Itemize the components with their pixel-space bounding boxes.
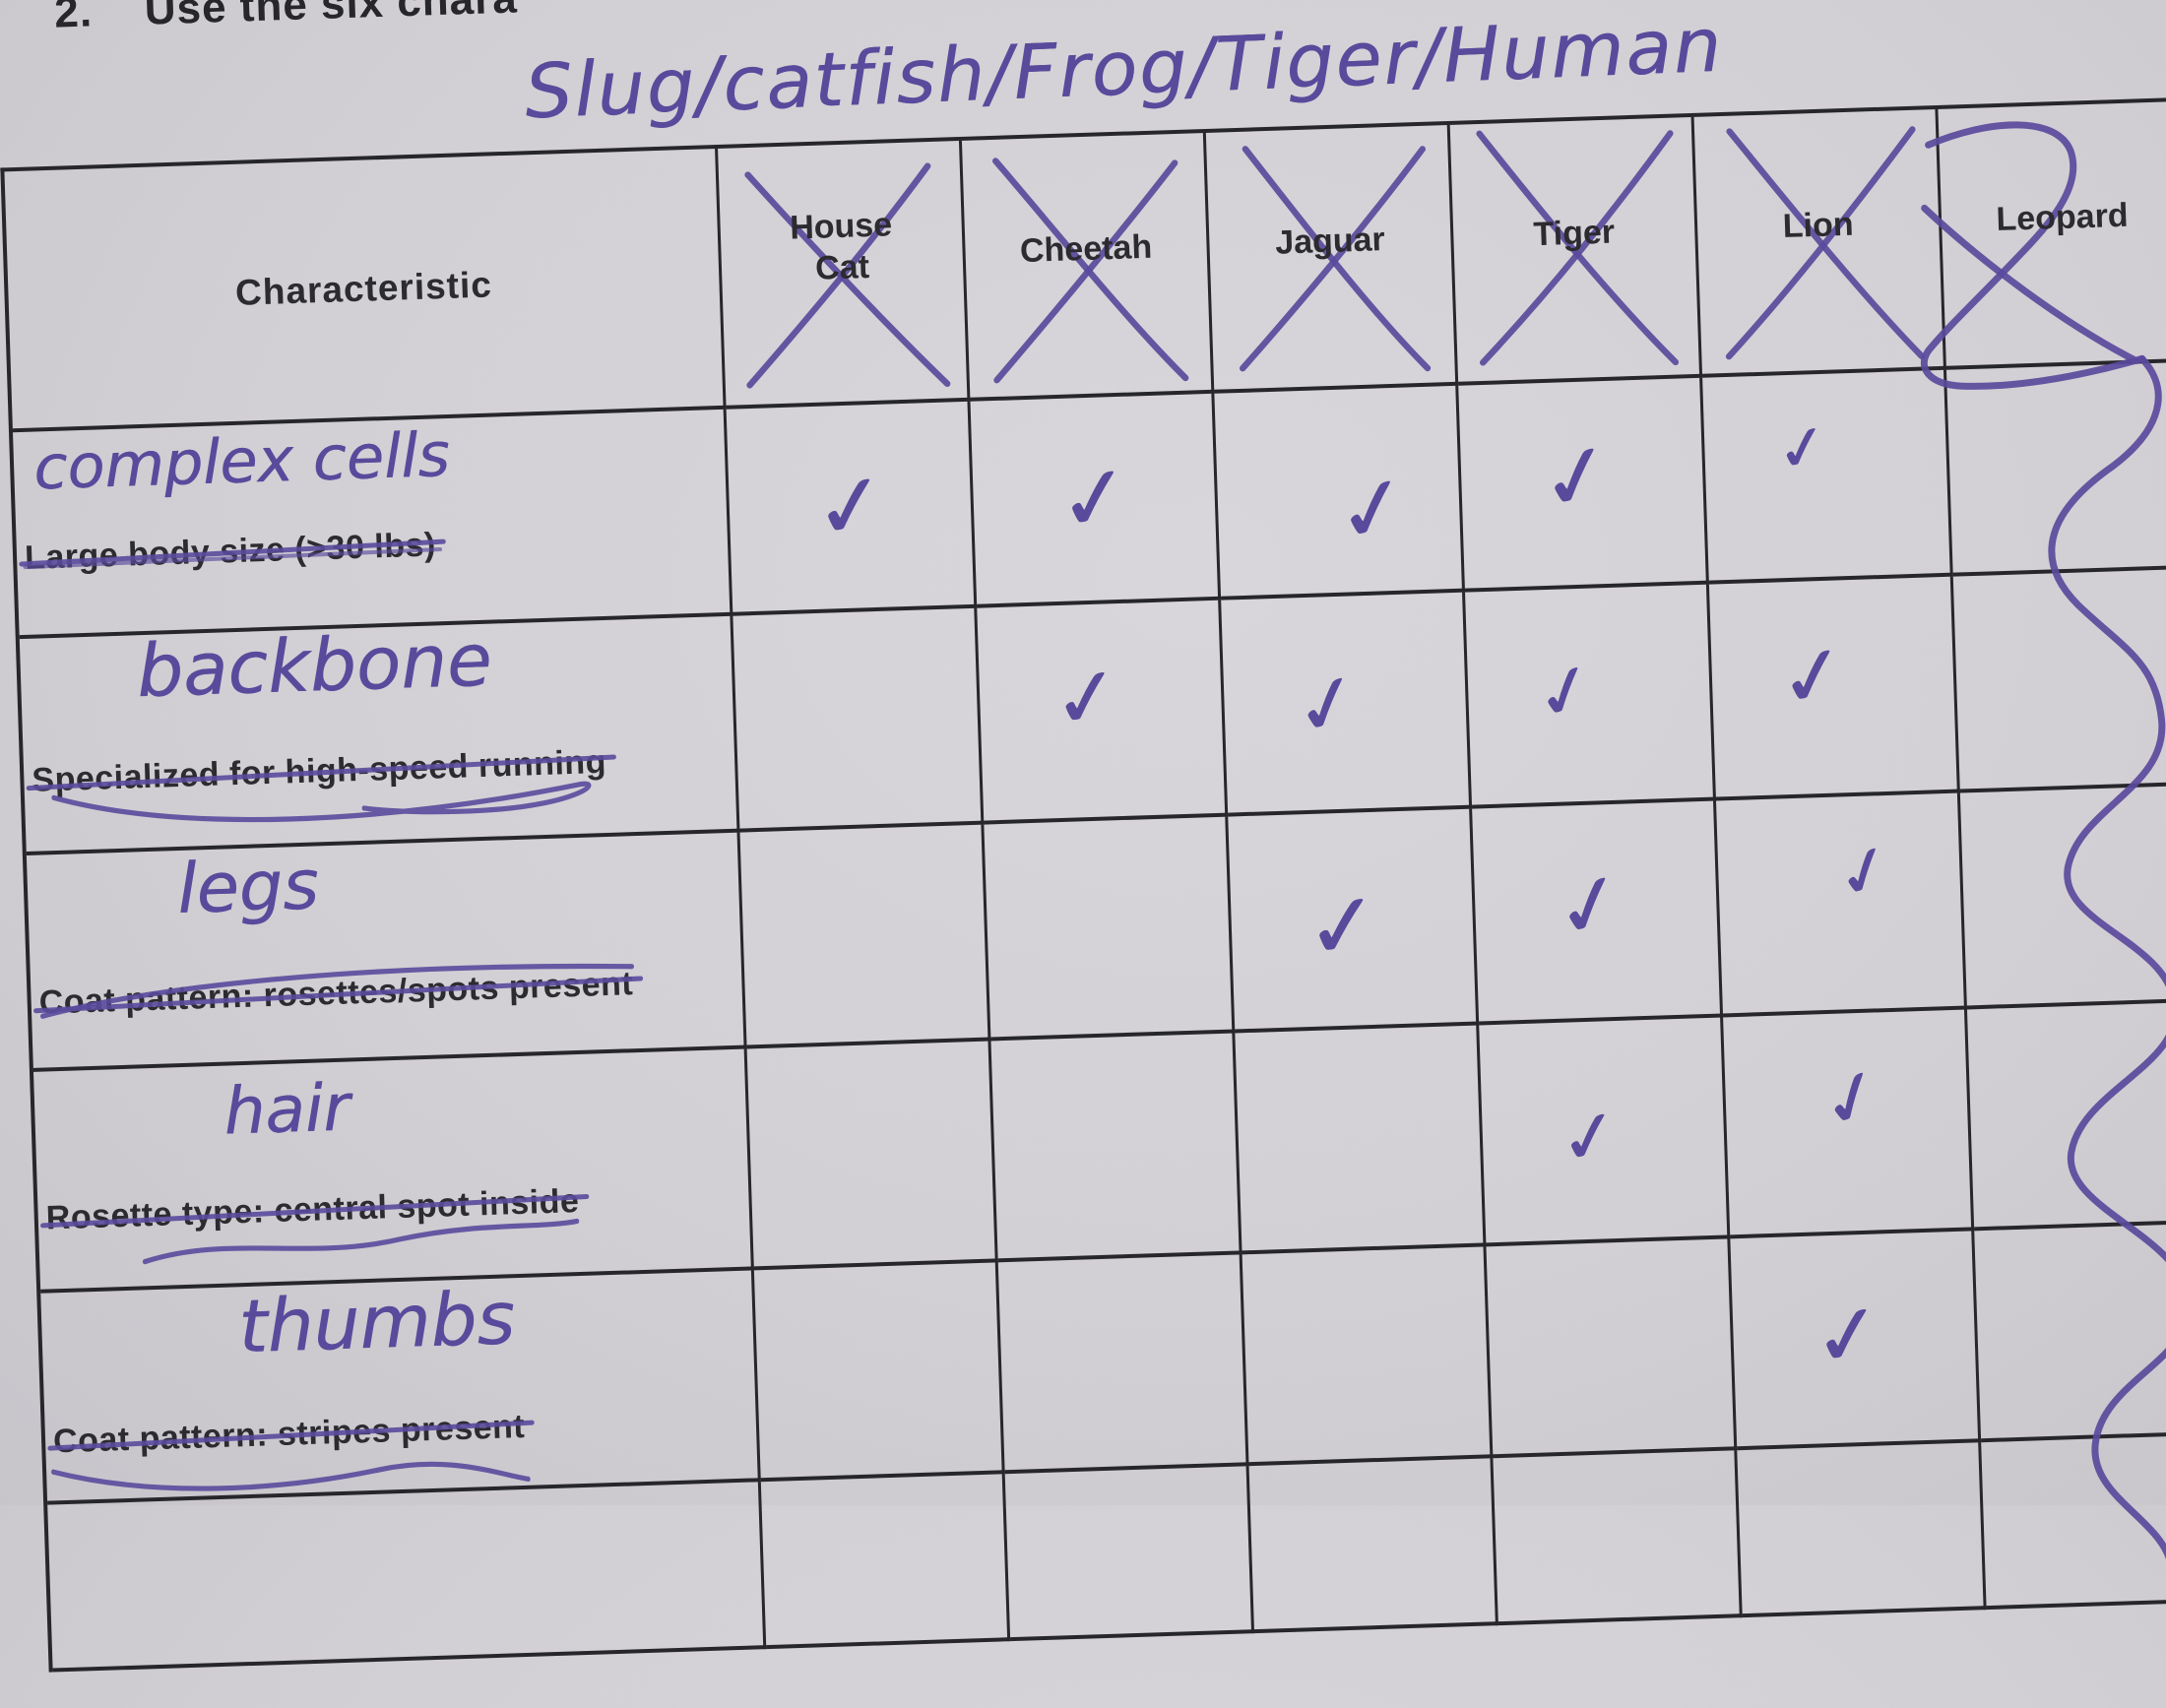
partial-row-cell [1493,1450,1743,1626]
partial-row-cell [1981,1434,2166,1611]
handwritten-characteristic: complex cells [32,417,451,504]
partial-row-cell [1248,1458,1498,1634]
cell-complex-cells-leopard [1945,361,2166,577]
cell-backbone-leopard [1952,568,2166,793]
cell-thumbs-house-cat [753,1262,1005,1483]
check-mark: ✓ [1326,452,1418,566]
printed-characteristic-wrap: Coat pattern: rosettes/spots present [32,963,643,1022]
cell-hair-cheetah [990,1033,1242,1263]
characteristics-table: Characteristic House Cat Cheetah Jaguar … [0,96,2166,1673]
cell-thumbs-cheetah [997,1254,1249,1475]
column-header-tiger: Tiger [1449,116,1703,386]
check-mark: ✓ [1771,625,1855,729]
check-mark: ✓ [1284,652,1370,757]
printed-characteristic-wrap: Specialized for high-speed running [26,743,616,823]
cell-thumbs-lion: ✓ [1730,1231,1982,1451]
check-mark: ✓ [1770,408,1833,488]
instruction-text: 2. Use the six chara [53,0,519,37]
row-characteristic-thumbs: thumbs Coat pattern: stripes present [40,1270,761,1505]
row-characteristic-complex-cells: complex cells Large body size (>30 lbs) [13,409,733,640]
cell-legs-lion: ✓ [1715,792,1967,1018]
cell-backbone-tiger: ✓ [1465,584,1716,809]
cell-thumbs-tiger [1486,1238,1738,1459]
partial-row-cell [1004,1466,1255,1642]
column-label: Tiger [1532,213,1616,254]
check-mark: ✓ [1300,871,1385,982]
cross-out-x-icon [744,162,951,389]
column-header-leopard: Leopard [1938,100,2166,370]
check-mark: ✓ [1530,419,1623,535]
handwritten-characteristic: backbone [135,617,493,715]
partial-row-cell [47,1482,767,1673]
cell-complex-cells-lion: ✓ [1702,369,1953,585]
check-mark: ✓ [1807,1282,1889,1388]
cross-out-x-icon [1725,126,1925,360]
column-label: Cheetah [1019,227,1153,271]
cell-complex-cells-cheetah: ✓ [970,393,1222,608]
row-characteristic-hair: hair Rosette type: central spot inside [32,1048,754,1294]
cell-hair-lion: ✓ [1723,1009,1975,1239]
column-label: House Cat [789,206,893,287]
column-header-lion: Lion [1693,108,1946,378]
row-characteristic-backbone: backbone Specialized for high-speed runn… [19,615,740,855]
check-mark: ✓ [1553,1090,1626,1182]
handwritten-animal-names: Slug/catfish/Frog/Tiger/Human [523,0,1725,136]
cell-backbone-cheetah: ✓ [977,600,1229,825]
check-mark: ✓ [1825,826,1904,918]
cell-backbone-jaguar: ✓ [1221,592,1473,817]
check-mark: ✓ [1525,643,1606,740]
cell-complex-cells-house-cat: ✓ [726,401,978,616]
cell-hair-leopard [1966,1001,2166,1232]
check-mark: ✓ [1047,647,1127,750]
cross-out-x-icon [992,158,1189,384]
column-label: Jaguar [1274,221,1386,262]
printed-characteristic-wrap: Rosette type: central spot inside [39,1182,590,1265]
partial-row-cell [1737,1442,1987,1618]
handwritten-characteristic: legs [175,844,320,930]
cell-hair-jaguar [1235,1025,1487,1255]
cross-out-x-icon [1476,130,1680,366]
cell-legs-jaguar: ✓ [1228,808,1480,1034]
check-mark: ✓ [1544,850,1635,961]
cell-hair-house-cat [746,1041,998,1271]
cell-legs-tiger: ✓ [1472,800,1724,1026]
cell-legs-leopard [1959,785,2166,1010]
printed-characteristic-wrap: Coat pattern: stripes present [47,1408,536,1491]
column-header-house-cat: House Cat [718,140,971,410]
characteristic-header-label: Characteristic [234,263,493,313]
worksheet-photo: { "page": { "instruction_partial": "2. U… [0,0,2166,1673]
strikethrough-swoosh [51,781,592,823]
column-label: Lion [1782,205,1855,246]
printed-characteristic-wrap: Large body size (>30 lbs) [19,526,446,577]
cross-out-x-icon [1239,146,1432,372]
handwritten-characteristic: hair [223,1069,351,1150]
cell-complex-cells-jaguar: ✓ [1214,385,1466,601]
partial-row-cell [760,1474,1011,1650]
row-characteristic-legs: legs Coat pattern: rosettes/spots presen… [26,832,747,1072]
check-mark: ✓ [1809,1047,1896,1149]
cell-thumbs-jaguar [1242,1246,1494,1467]
characteristic-header-cell: Characteristic [4,148,727,433]
strikethrough-swoosh [40,963,634,1019]
column-header-jaguar: Jaguar [1205,124,1459,394]
column-label: Leopard [1995,196,2130,239]
cell-legs-house-cat [739,824,991,1049]
cell-backbone-lion: ✓ [1708,576,1960,801]
strikethrough-swoosh [142,1219,580,1265]
cell-legs-cheetah [984,816,1236,1042]
column-header-cheetah: Cheetah [961,132,1215,402]
check-mark: ✓ [806,451,893,562]
check-mark: ✓ [1051,443,1137,554]
cell-hair-tiger: ✓ [1479,1017,1731,1247]
cell-backbone-house-cat [733,607,985,833]
handwritten-characteristic: thumbs [237,1276,517,1370]
cell-complex-cells-tiger: ✓ [1458,377,1709,593]
strikethrough-swoosh [51,1461,531,1491]
cell-thumbs-leopard [1974,1223,2166,1443]
